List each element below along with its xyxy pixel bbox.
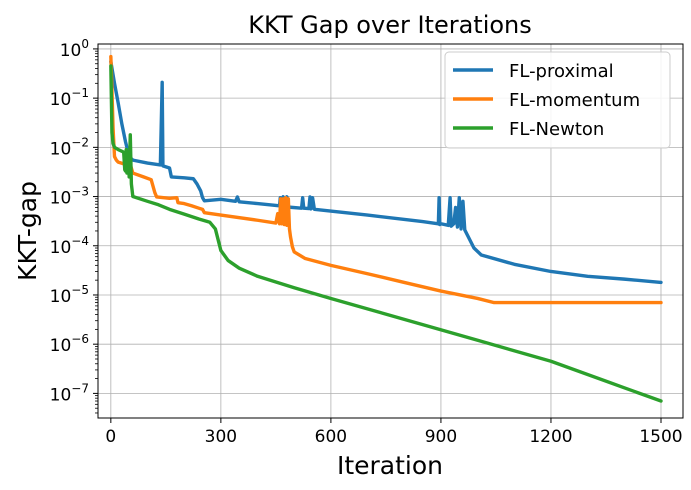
x-tick-label: 300 [205,427,237,447]
y-tick-label: 10−4 [50,234,89,258]
y-axis-ticks: 100 10−1 10−2 10−3 10−4 10−5 10−6 10−7 [50,37,98,414]
y-axis-label: KKT-gap [13,181,42,281]
x-axis-ticks: 0 300 600 900 1200 1500 [105,418,683,447]
legend-box [444,51,671,149]
legend-label: FL-proximal [509,61,614,82]
series-line-fl-newton [109,64,663,403]
y-tick-label: 10−5 [50,283,89,307]
legend-label: FL-Newton [509,119,604,140]
x-tick-label: 0 [105,427,116,447]
legend: FL-proximal FL-momentum FL-Newton [444,51,671,149]
y-tick-label: 10−2 [50,135,89,159]
x-tick-label: 900 [425,427,457,447]
y-tick-label: 10−3 [50,185,89,209]
x-tick-label: 1500 [639,427,682,447]
series-line-fl-proximal [109,60,663,285]
legend-label: FL-momentum [509,90,640,111]
grid-lines [98,44,683,418]
series-lines [109,54,663,403]
y-tick-label: 10−6 [50,332,89,356]
y-tick-label: 10−1 [50,86,89,110]
x-tick-label: 1200 [529,427,572,447]
y-tick-label: 10−7 [50,381,89,405]
y-tick-label: 100 [60,37,89,61]
x-axis-label: Iteration [337,451,443,480]
x-tick-label: 600 [315,427,347,447]
chart-title: KKT Gap over Iterations [248,11,532,39]
